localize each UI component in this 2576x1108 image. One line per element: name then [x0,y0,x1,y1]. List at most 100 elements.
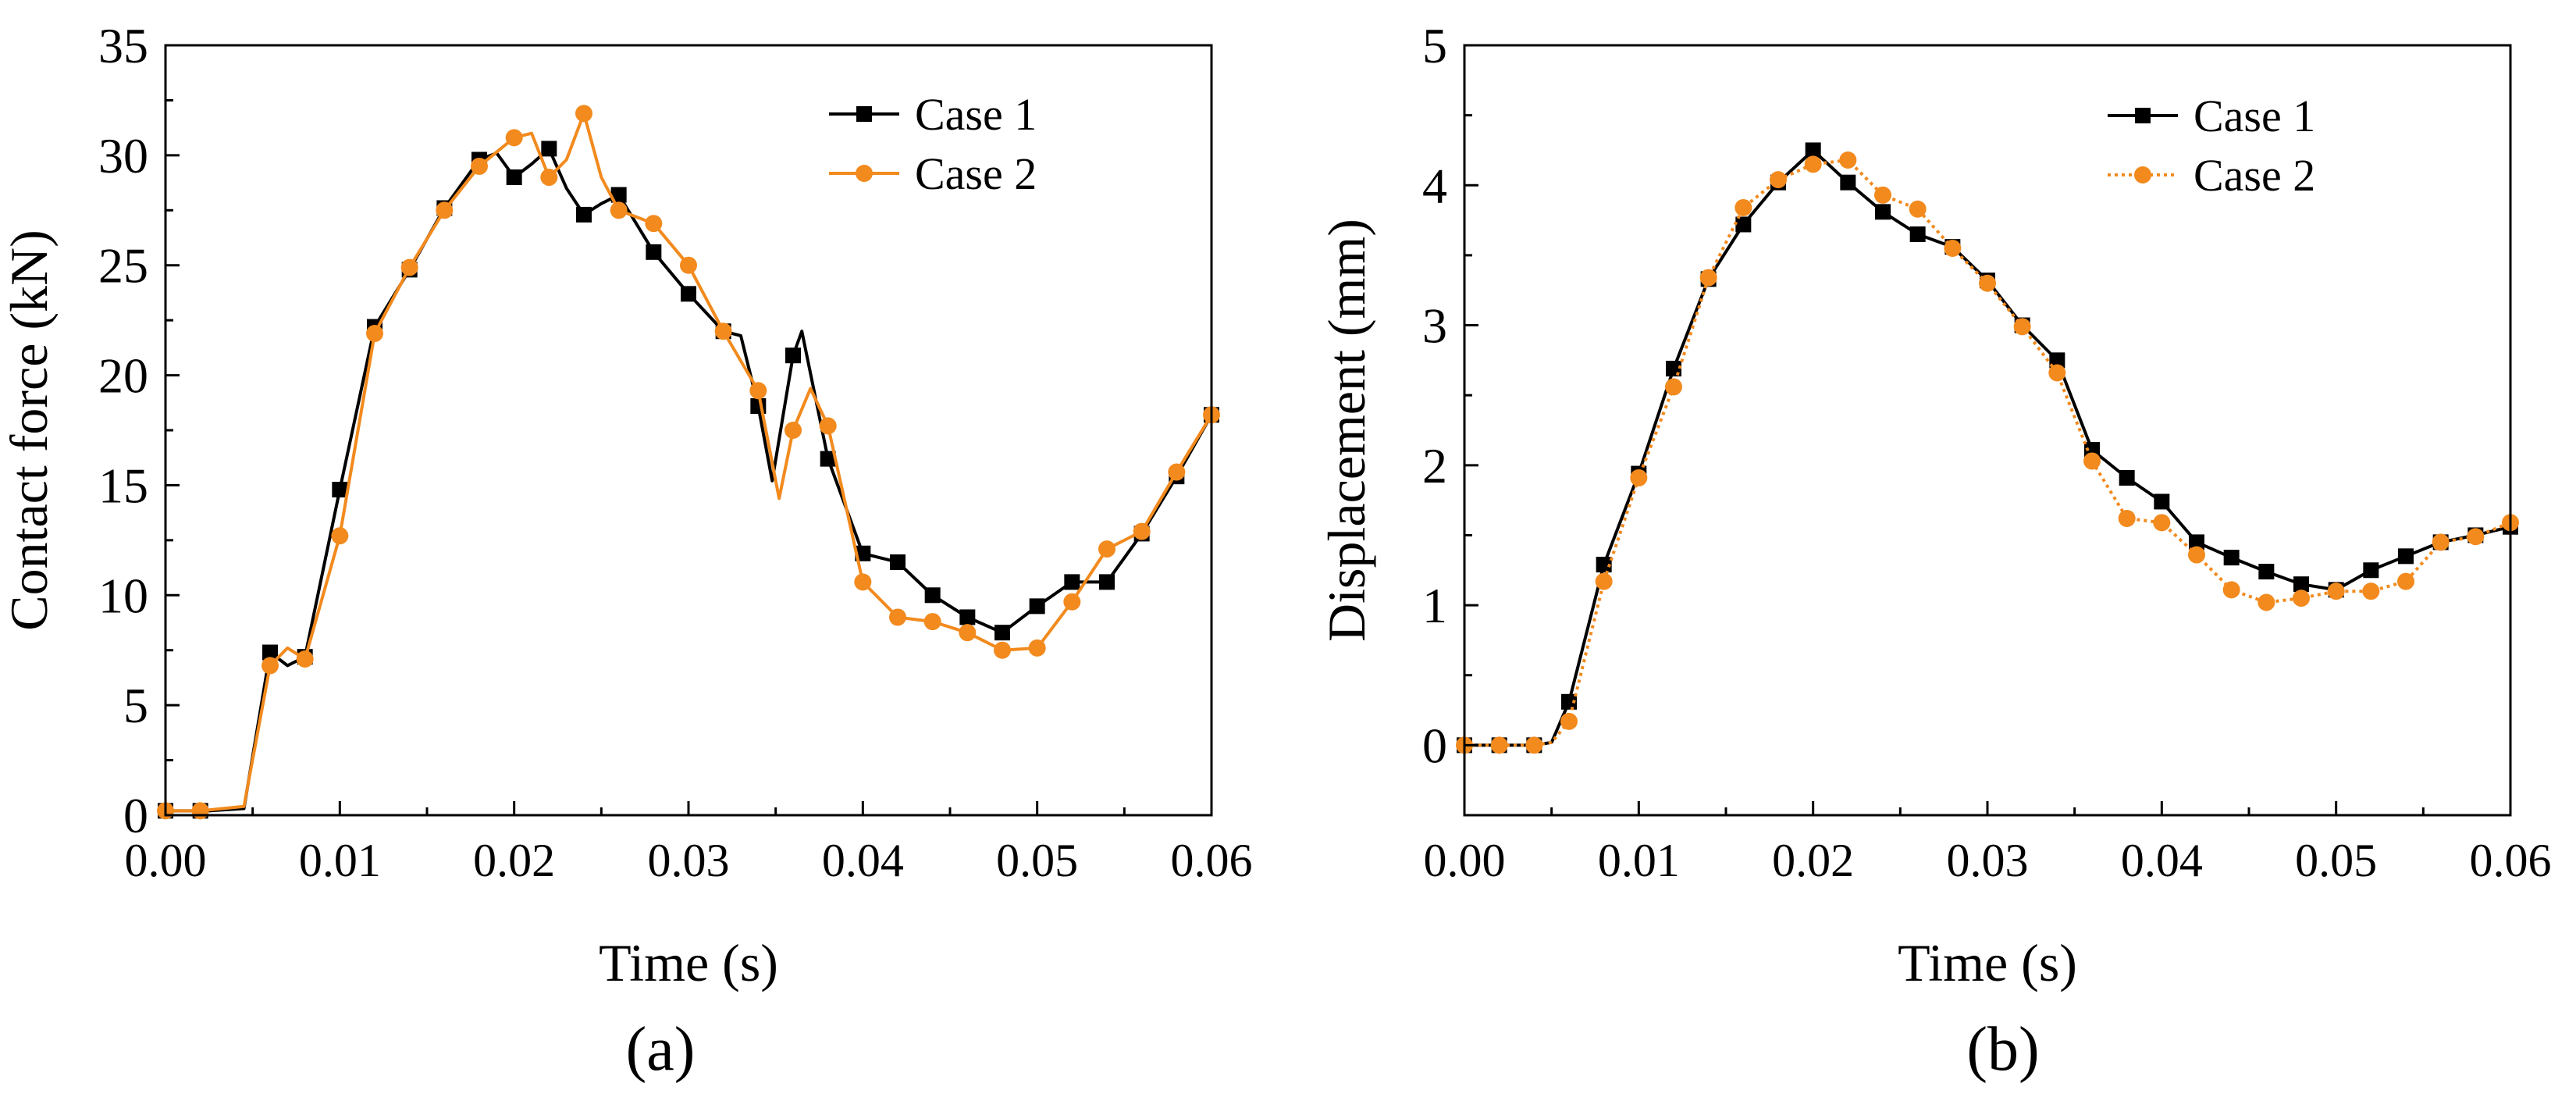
chart-b-series-2-point [2118,509,2136,527]
chart-a-x-tick-label: 0.06 [1171,835,1253,886]
chart-b-x-tick-label: 0.02 [1772,835,1854,886]
chart-a-series-2-point [296,650,314,668]
chart-a-x-tick-label: 0.00 [125,835,207,886]
chart-a-legend: Case 1 Case 2 [829,89,1037,199]
chart-a-y-tick-label: 0 [123,788,148,843]
chart-b-legend-label-1: Case 1 [2194,91,2315,141]
chart-b-series-2-point [1909,200,1927,218]
chart-a-series-1-point [994,625,1010,641]
chart-a-x-tick-label: 0.05 [996,835,1078,886]
chart-a-series-1-point [855,545,871,561]
chart-a-legend-label-1: Case 1 [915,89,1037,140]
chart-b-y-tick-label: 5 [1422,18,1447,73]
chart-b-legend: Case 1 Case 2 [2108,91,2315,201]
chart-b-series-2-point [1979,274,1996,292]
chart-b-x-tick-label: 0.05 [2295,835,2377,886]
chart-a-y-tick-label: 30 [98,128,148,183]
chart-panel-a: 0.00 0.01 0.02 0.03 0.04 0.05 0.06 0 5 10 15 20 25 30… [0,18,1253,1084]
chart-a-series-1-point [646,244,662,260]
chart-b-series-2-point [1699,269,1717,287]
chart-b-marks [1456,142,2519,754]
chart-a-series-2-point [610,201,628,219]
chart-a-series-1-point [576,206,592,223]
chart-a-y-tick-label: 35 [98,18,148,73]
chart-b-series-2-point [1804,155,1822,173]
chart-b-series-2-point [2467,528,2485,546]
chart-a-series-2-point [819,417,837,435]
chart-a-legend-marker-2 [856,165,873,182]
chart-a-series-1-point [890,554,906,571]
chart-b-series-2-point [1839,151,1857,169]
chart-a-series-2-point [645,215,663,233]
chart-b-series-1-point [1840,174,1856,191]
chart-b-ticks: 0.00 0.01 0.02 0.03 0.04 0.05 0.06 0 1 2 3 4 5 [1422,18,2552,886]
chart-b-series-2-point [2188,546,2205,564]
chart-a-series-2-point [959,624,977,642]
chart-b-series-1-point [2223,550,2240,566]
chart-b-y-tick-label: 0 [1422,718,1447,773]
chart-b-series-1-point [1875,204,1891,220]
chart-a-y-tick-label: 15 [98,458,148,513]
chart-b-legend-label-2: Case 2 [2194,150,2315,201]
chart-a-series-2-point [889,608,906,626]
chart-a-series-2-point [854,573,872,591]
chart-b-series-2-point [2153,514,2171,532]
chart-a-legend-label-2: Case 2 [915,148,1037,199]
chart-a-y-tick-label: 25 [98,238,148,294]
chart-a-series-1-point [681,286,696,302]
chart-a-series-2-point [680,256,697,274]
chart-a-y-tick-label: 10 [98,568,148,623]
chart-b-series-2-point [2432,533,2450,551]
chart-a-series-1-point [332,482,348,498]
chart-b-series-1-point [1561,693,1577,710]
chart-b-series-2-point [2222,581,2240,599]
chart-a-series-1-point [1029,598,1045,615]
chart-b-series-1-point [2189,534,2204,550]
chart-a-x-tick-label: 0.02 [473,835,555,886]
chart-a-series-2-point [471,157,488,175]
chart-b-panel-label: (b) [1966,1015,2039,1084]
chart-a-series-2-point [1133,522,1151,540]
chart-b-series-2-point [2013,318,2031,336]
chart-b-series-2-point [1874,186,1891,204]
chart-b-series-1-point [2363,562,2379,579]
chart-a-panel-label: (a) [626,1015,696,1084]
chart-b-legend-marker-2 [2134,166,2151,183]
chart-b-series-1-point [1735,216,1752,233]
chart-b-series-2-point [1630,468,1648,486]
chart-a-series-1-point [610,187,627,203]
chart-b-x-tick-label: 0.00 [1424,835,1506,886]
chart-a-series-1-point [1064,574,1080,590]
chart-b-x-tick-label: 0.03 [1947,835,2029,886]
chart-b-y-axis-label: Displacement (mm) [1317,219,1376,642]
chart-a-series-1-point [262,644,278,661]
chart-a-ticks: 0.00 0.01 0.02 0.03 0.04 0.05 0.06 0 5 10 15 20 25 30… [98,18,1253,886]
chart-b-series-2-point [2258,593,2275,611]
chart-a-series-1-point [924,587,941,604]
chart-a-series-2-point [436,201,454,219]
chart-a-series-2-point [714,322,732,340]
chart-a-series-2-point [785,422,802,439]
chart-b-y-tick-label: 1 [1422,578,1447,633]
chart-b-series-2-point [2048,364,2066,382]
chart-b-series-2-point [1490,736,1508,754]
chart-b-series-2-point [2362,583,2380,600]
chart-b-series-1-point [2119,469,2135,486]
chart-b-series-1-point [2398,548,2414,565]
chart-a-series-2-point [749,382,767,400]
chart-a-series-1-point [785,347,801,364]
chart-a-series-2-point [366,325,383,343]
chart-a-series-2-point [331,527,349,545]
chart-b-series-2-point [1595,572,1613,590]
chart-a-series-2-point [994,641,1011,659]
chart-a-series-2-point [540,169,558,187]
chart-a-y-axis-label: Contact force (kN) [0,230,59,631]
chart-a-series-1-point [506,169,522,186]
chart-b-series-1-point [2049,352,2065,369]
chart-a-series-1-point [959,609,976,625]
chart-b-series-2-point [1560,712,1578,730]
chart-a-series-2-point [191,802,209,820]
chart-b-series-2-point [2397,572,2414,590]
chart-b-series-2-point [1525,736,1543,754]
